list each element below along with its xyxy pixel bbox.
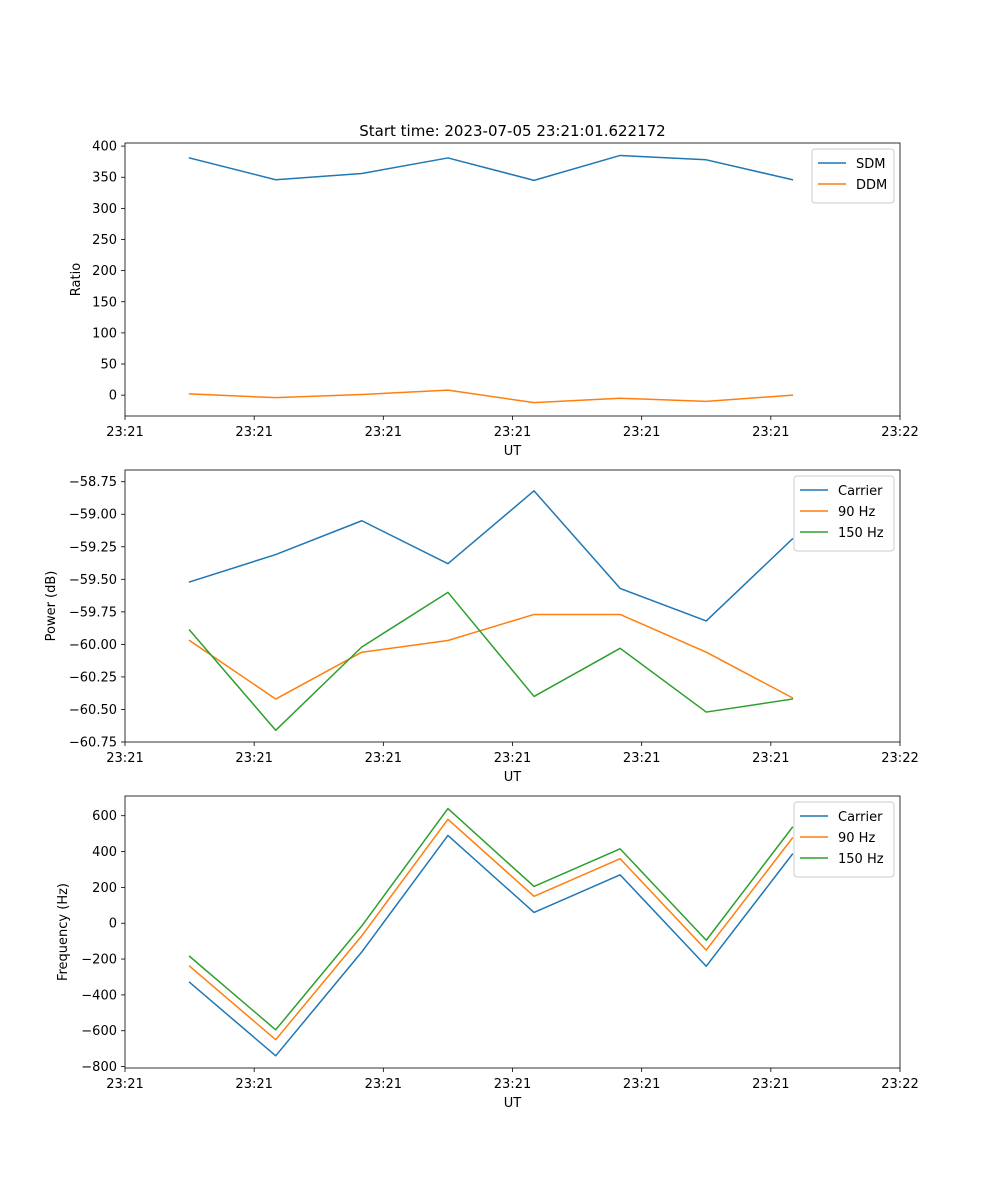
y-tick-label: −200 xyxy=(81,953,117,968)
y-tick-label: 0 xyxy=(109,917,117,932)
x-tick-label: 23:21 xyxy=(623,751,660,766)
legend-entry: 90 Hz xyxy=(838,831,875,846)
x-tick-label: 23:22 xyxy=(881,751,918,766)
x-tick-label: 23:21 xyxy=(106,751,143,766)
chart-1: Start time: 2023-07-05 23:21:01.622172 23… xyxy=(69,122,919,459)
x-tick-label: 23:21 xyxy=(623,425,660,440)
series-line-150-hz xyxy=(188,807,794,1031)
legend-entry: Carrier xyxy=(838,810,883,825)
y-tick-label: 50 xyxy=(100,358,117,373)
x-tick-label: 23:21 xyxy=(235,425,272,440)
x-axis-label: UT xyxy=(504,770,522,785)
series-line-carrier xyxy=(188,490,794,622)
x-tick-label: 23:21 xyxy=(365,425,402,440)
y-tick-label: 400 xyxy=(92,845,117,860)
y-tick-label: −600 xyxy=(81,1024,117,1039)
axes-frame xyxy=(124,469,901,743)
x-tick-label: 23:21 xyxy=(752,425,789,440)
x-tick-label: 23:21 xyxy=(235,751,272,766)
y-tick-label: −60.25 xyxy=(69,670,117,685)
x-tick-label: 23:21 xyxy=(494,425,531,440)
y-axis-label: Frequency (Hz) xyxy=(56,883,71,981)
y-tick-label: −59.00 xyxy=(69,508,117,523)
y-tick-label: 150 xyxy=(92,295,117,310)
y-tick-label: −400 xyxy=(81,988,117,1003)
y-tick-label: 400 xyxy=(92,140,117,155)
x-tick-label: 23:21 xyxy=(365,751,402,766)
chart-2: 23:21 23:21 23:21 23:21 23:21 23:21 23:22 −60.7… xyxy=(44,469,919,785)
x-tick-label: 23:22 xyxy=(881,1077,918,1092)
x-tick-label: 23:21 xyxy=(623,1077,660,1092)
series-line-90-hz xyxy=(188,818,794,1041)
legend: SDM DDM xyxy=(811,148,895,204)
y-tick-label: −60.00 xyxy=(69,638,117,653)
x-axis-label: UT xyxy=(504,444,522,459)
y-axis-label: Ratio xyxy=(69,263,84,296)
y-axis-label: Power (dB) xyxy=(44,571,59,642)
y-tick-label: −60.50 xyxy=(69,703,117,718)
x-tick-label: 23:21 xyxy=(752,1077,789,1092)
x-tick-label: 23:21 xyxy=(365,1077,402,1092)
y-tick-label: −60.75 xyxy=(69,736,117,751)
legend-entry: 90 Hz xyxy=(838,505,875,520)
x-axis-label: UT xyxy=(504,1096,522,1111)
y-tick-label: −59.75 xyxy=(69,605,117,620)
y-tick-label: 250 xyxy=(92,233,117,248)
series-line-sdm xyxy=(188,154,794,182)
x-tick-label: 23:21 xyxy=(494,1077,531,1092)
series-line-90-hz xyxy=(188,613,794,700)
chart-3: 23:21 23:21 23:21 23:21 23:21 23:21 23:22 −800 −… xyxy=(56,795,919,1111)
x-tick-label: 23:21 xyxy=(494,751,531,766)
legend-entry: SDM xyxy=(856,157,885,172)
y-tick-label: 200 xyxy=(92,881,117,896)
y-tick-label: 200 xyxy=(92,264,117,279)
x-tick-label: 23:21 xyxy=(106,1077,143,1092)
series-line-carrier xyxy=(188,834,794,1057)
legend-entry: DDM xyxy=(856,178,887,193)
legend-entry: 150 Hz xyxy=(838,852,884,867)
x-tick-label: 23:21 xyxy=(235,1077,272,1092)
y-tick-label: 300 xyxy=(92,202,117,217)
x-tick-label: 23:21 xyxy=(752,751,789,766)
legend: Carrier 90 Hz 150 Hz xyxy=(793,475,895,552)
series-line-150-hz xyxy=(188,591,794,732)
legend: Carrier 90 Hz 150 Hz xyxy=(793,801,895,878)
y-tick-label: −59.25 xyxy=(69,540,117,555)
legend-entry: Carrier xyxy=(838,484,883,499)
y-tick-label: −800 xyxy=(81,1060,117,1075)
y-tick-label: 350 xyxy=(92,171,117,186)
series-line-ddm xyxy=(188,389,794,404)
x-tick-label: 23:21 xyxy=(106,425,143,440)
chart-title: Start time: 2023-07-05 23:21:01.622172 xyxy=(359,122,665,140)
y-tick-label: 100 xyxy=(92,326,117,341)
y-tick-label: −58.75 xyxy=(69,475,117,490)
legend-entry: 150 Hz xyxy=(838,526,884,541)
y-tick-label: −59.50 xyxy=(69,573,117,588)
axes-frame xyxy=(124,142,901,417)
y-tick-label: 0 xyxy=(109,389,117,404)
y-tick-label: 600 xyxy=(92,809,117,824)
x-tick-label: 23:22 xyxy=(881,425,918,440)
